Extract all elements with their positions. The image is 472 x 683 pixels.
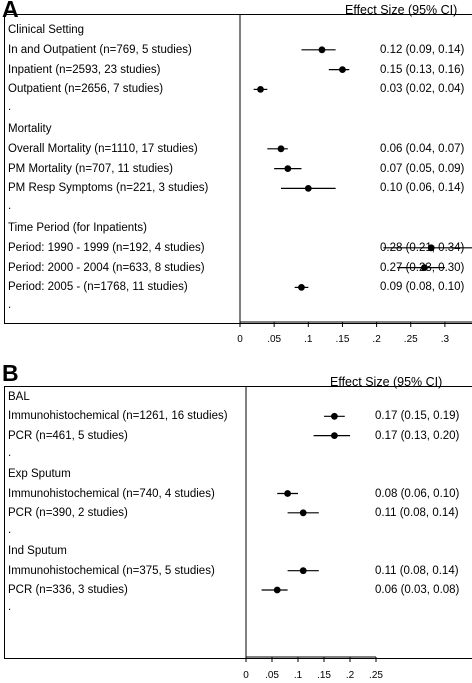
group-separator: . [8,446,12,459]
ci-text: 0.17 (0.13, 0.20) [375,429,460,442]
row-label: Period: 1990 - 1999 (n=192, 4 studies) [8,241,205,254]
point-estimate [318,46,326,54]
x-tick-label: .15 [317,670,331,681]
x-tick-label: .15 [335,334,349,345]
row-label: Immunohistochemical (n=375, 5 studies) [8,564,215,577]
row-label: Period: 2000 - 2004 (n=633, 8 studies) [8,261,205,274]
point-estimate [273,586,281,594]
ci-text: 0.10 (0.06, 0.14) [380,182,465,195]
effect-size-header: Effect Size (95% CI) [345,3,458,17]
plot-svg: 0 .05 .1 .15 .2 .25 [243,386,383,681]
panel-letter: A [2,0,19,22]
ci-text: 0.11 (0.08, 0.14) [375,506,459,519]
row-label: Overall Mortality (n=1110, 17 studies) [8,142,198,155]
row-label: Outpatient (n=2656, 7 studies) [8,83,164,96]
point-estimate [299,509,307,517]
point-estimate [257,86,264,93]
group-label: Clinical Setting [8,24,85,36]
ci-text: 0.06 (0.03, 0.08) [375,584,460,596]
point-estimate [421,264,428,271]
row-label: PCR (n=390, 2 studies) [8,506,128,519]
group-separator: . [8,299,12,312]
row-label: Inpatient (n=2593, 23 studies) [8,63,161,76]
ci-text: 0.11 (0.08, 0.14) [375,564,459,577]
ci-text: 0.03 (0.02, 0.04) [380,83,465,96]
point-estimate [427,244,435,252]
point-estimate [284,165,292,173]
group-label: Time Period (for Inpatients) [8,222,147,234]
x-tick-label: 0 [237,334,243,345]
row-label: PM Resp Symptoms (n=221, 3 studies) [8,182,209,195]
ci-text: 0.17 (0.15, 0.19) [375,410,460,423]
ci-text: 0.06 (0.04, 0.07) [380,142,465,155]
group-label: Exp Sputum [8,468,71,481]
plot-svg: 0.05.1.15.2.25.3.35 [237,14,472,345]
point-estimate [331,432,338,439]
x-tick-label: .1 [294,670,303,681]
effect-size-header: Effect Size (95% CI) [330,375,443,389]
point-estimate [277,145,285,153]
ci-text: 0.09 (0.08, 0.10) [380,281,465,294]
x-tick-label: .25 [404,334,418,345]
ci-text: 0.12 (0.09, 0.14) [380,43,465,56]
row-label: In and Outpatient (n=769, 5 studies) [8,43,192,56]
x-tick-label: .2 [346,670,355,681]
x-tick-label: .05 [267,334,281,345]
row-label: PCR (n=336, 3 studies) [8,584,128,596]
x-tick-label: .3 [441,334,450,345]
x-tick-label: .2 [372,334,381,345]
panel-letter: B [2,360,19,386]
point-estimate [339,66,346,73]
group-separator: . [8,200,12,213]
group-label: BAL [8,391,30,403]
point-estimate [284,490,291,497]
point-estimate [299,567,307,575]
ci-text: 0.15 (0.13, 0.16) [380,63,465,76]
plot-frame [4,14,472,324]
group-label: Mortality [8,123,52,135]
point-estimate [298,284,305,291]
row-label: PM Mortality (n=707, 11 studies) [8,162,174,175]
row-label: Immunohistochemical (n=1261, 16 studies) [8,410,228,423]
x-tick-label: .05 [265,670,279,681]
x-tick-label: .1 [304,334,313,345]
row-label: Immunohistochemical (n=740, 4 studies) [8,487,215,500]
point-estimate [304,185,312,192]
group-separator: . [8,524,12,537]
row-label: Period: 2005 - (n=1768, 11 studies) [8,281,188,294]
ci-text: 0.07 (0.05, 0.09) [380,162,465,175]
plot-frame [4,386,472,659]
group-label: Ind Sputum [8,545,67,558]
point-estimate [331,412,338,420]
forest-plot-panel-b: B Effect Size (95% CI) BAL Immunohistoche… [0,360,472,683]
x-tick-label: .25 [369,670,383,681]
x-tick-label: 0 [243,670,249,681]
ci-text: 0.08 (0.06, 0.10) [375,487,460,500]
row-label: PCR (n=461, 5 studies) [8,429,128,442]
group-separator: . [8,601,12,614]
group-separator: . [8,101,12,114]
forest-plot-panel-a: A Effect Size (95% CI) Clinical Setting I… [2,0,472,345]
